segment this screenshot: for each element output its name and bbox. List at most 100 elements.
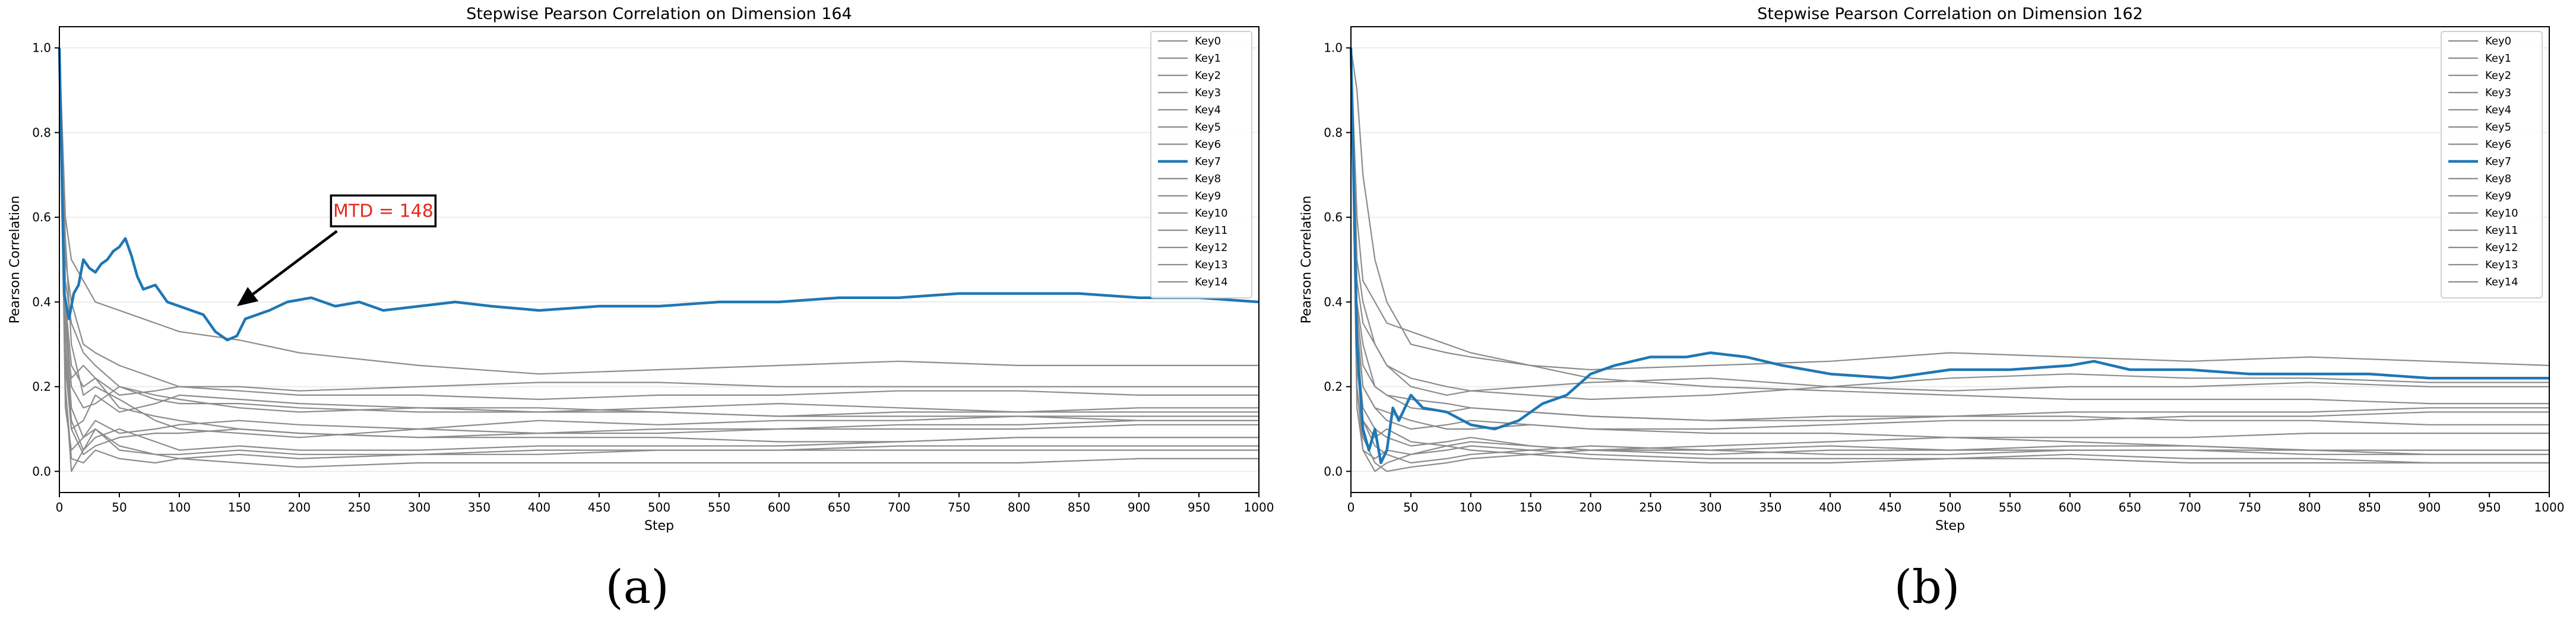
- x-tick-label: 150: [1520, 500, 1542, 514]
- x-tick-label: 600: [2059, 500, 2081, 514]
- series-line-key7: [58, 47, 1259, 342]
- legend-box: [1150, 31, 1252, 298]
- series-line-key5: [58, 47, 1259, 439]
- y-tick-label: 0.0: [32, 464, 51, 478]
- x-tick-label: 100: [168, 500, 191, 514]
- y-axis-label: Pearson Correlation: [8, 196, 23, 324]
- legend-label-key9: Key9: [2485, 190, 2511, 202]
- x-tick-label: 400: [528, 500, 550, 514]
- legend-label-key2: Key2: [1195, 69, 1221, 82]
- legend-label-key6: Key6: [2485, 138, 2511, 151]
- legend-label-key1: Key1: [1195, 52, 1221, 65]
- series-line-key8: [58, 47, 1259, 430]
- series-line-key14: [1350, 47, 2549, 430]
- x-tick-label: 300: [1699, 500, 1721, 514]
- x-tick-label: 550: [1999, 500, 2021, 514]
- series-line-key2: [58, 47, 1259, 417]
- series-line-key0: [58, 47, 1259, 439]
- x-tick-label: 600: [768, 500, 790, 514]
- x-tick-label: 0: [1347, 500, 1355, 514]
- x-tick-label: 0: [56, 500, 64, 514]
- x-tick-label: 200: [288, 500, 311, 514]
- legend-label-key5: Key5: [2485, 121, 2511, 134]
- x-tick-label: 850: [1068, 500, 1090, 514]
- legend-label-key11: Key11: [2485, 224, 2518, 237]
- x-tick-label: 850: [2358, 500, 2381, 514]
- series-line-key7: [1349, 47, 2549, 465]
- series-line-key6: [58, 47, 1259, 455]
- series-line-key10: [58, 47, 1259, 451]
- legend-label-key13: Key13: [1195, 259, 1228, 271]
- x-tick-label: 50: [112, 500, 126, 514]
- x-tick-label: 1000: [2534, 500, 2565, 514]
- chart-0: Stepwise Pearson Correlation on Dimensio…: [8, 5, 1274, 533]
- x-tick-label: 450: [1879, 500, 1901, 514]
- x-tick-label: 200: [1580, 500, 1602, 514]
- x-tick-label: 100: [1460, 500, 1482, 514]
- legend-label-key0: Key0: [2485, 35, 2511, 47]
- y-tick-label: 0.2: [32, 380, 51, 394]
- series-line-key2: [1350, 47, 2549, 396]
- x-tick-label: 900: [1128, 500, 1150, 514]
- x-tick-label: 250: [1639, 500, 1662, 514]
- y-tick-label: 1.0: [1324, 41, 1343, 55]
- x-tick-label: 350: [468, 500, 490, 514]
- chart-1: Stepwise Pearson Correlation on Dimensio…: [1299, 5, 2564, 533]
- y-tick-label: 0.2: [1324, 380, 1343, 394]
- legend-label-key4: Key4: [1195, 104, 1221, 116]
- legend-label-key12: Key12: [2485, 242, 2518, 254]
- x-tick-label: 700: [2179, 500, 2201, 514]
- x-tick-label: 500: [648, 500, 670, 514]
- legend-label-key0: Key0: [1195, 35, 1221, 47]
- series-line-key4: [58, 47, 1259, 375]
- x-tick-label: 800: [2298, 500, 2321, 514]
- legend-box: [2441, 31, 2543, 298]
- series-line-key3: [58, 47, 1259, 472]
- x-tick-label: 150: [228, 500, 251, 514]
- legend-label-key2: Key2: [2485, 69, 2511, 82]
- legend-label-key8: Key8: [1195, 173, 1221, 185]
- legend-label-key10: Key10: [1195, 207, 1228, 220]
- legend-label-key7: Key7: [1195, 155, 1221, 168]
- series-line-key12: [58, 47, 1259, 455]
- series-line-key1: [1350, 47, 2549, 455]
- series-line-key11: [58, 47, 1259, 421]
- series-line-key1: [58, 47, 1259, 451]
- x-tick-label: 950: [1188, 500, 1210, 514]
- legend-label-key7: Key7: [2485, 155, 2511, 168]
- legend-label-key3: Key3: [1195, 87, 1221, 99]
- series-line-key0: [1350, 47, 2550, 371]
- x-tick-label: 450: [588, 500, 610, 514]
- y-tick-label: 0.6: [32, 210, 51, 224]
- y-tick-label: 1.0: [32, 41, 51, 55]
- legend-label-key13: Key13: [2485, 259, 2518, 271]
- legend-label-key11: Key11: [1195, 224, 1228, 237]
- series-line-key13: [1350, 47, 2549, 472]
- legend-label-key14: Key14: [1195, 276, 1228, 288]
- y-tick-label: 0.8: [32, 125, 51, 139]
- y-axis-label: Pearson Correlation: [1299, 196, 1314, 324]
- series-line-key5: [1350, 47, 2549, 439]
- panel-caption-b: (b): [1894, 561, 1960, 614]
- legend-label-key5: Key5: [1195, 121, 1221, 134]
- x-tick-label: 750: [948, 500, 970, 514]
- y-tick-label: 0.6: [1324, 210, 1343, 224]
- legend-label-key10: Key10: [2485, 207, 2518, 220]
- legend-label-key8: Key8: [2485, 173, 2511, 185]
- y-tick-label: 0.4: [32, 295, 51, 309]
- x-axis-label: Step: [1935, 519, 1965, 533]
- x-tick-label: 650: [828, 500, 850, 514]
- legend-label-key1: Key1: [2485, 52, 2511, 65]
- series-line-key11: [1350, 47, 2549, 425]
- x-tick-label: 650: [2119, 500, 2141, 514]
- legend-label-key6: Key6: [1195, 138, 1221, 151]
- x-tick-label: 300: [408, 500, 431, 514]
- y-tick-label: 0.0: [1324, 464, 1343, 478]
- annotation-arrow-line: [252, 230, 338, 296]
- x-tick-label: 550: [708, 500, 730, 514]
- legend-label-key4: Key4: [2485, 104, 2511, 116]
- legend: Key0 Key1 Key2 Key3 Key4 Key5 Key6 Key7 Key8 Key9…: [2441, 31, 2543, 298]
- series-line-key13: [58, 47, 1259, 464]
- x-tick-label: 350: [1759, 500, 1781, 514]
- series-line-key3: [1350, 47, 2549, 472]
